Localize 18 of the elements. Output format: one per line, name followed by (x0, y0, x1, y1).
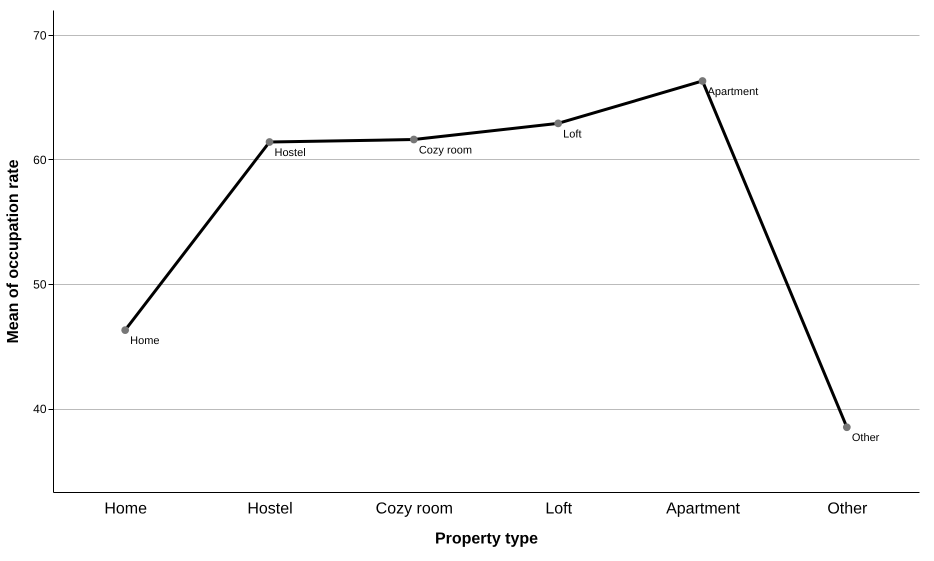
annotation: Hostel (274, 147, 306, 160)
x-tick-label: Hostel (247, 500, 293, 518)
annotation: Apartment (708, 86, 758, 98)
y-tick-label: 40 (33, 402, 47, 416)
annotation: Other (852, 432, 880, 444)
annotation: Cozy room (418, 144, 472, 157)
y-axis-title: Mean of occupation rate (5, 159, 22, 344)
annotation: Home (130, 335, 160, 348)
x-axis-title: Property type (434, 530, 538, 548)
y-tick-label: 50 (33, 278, 47, 292)
x-tick-label: Other (827, 500, 868, 518)
y-tick-label: 60 (33, 152, 47, 167)
y-tick-label: 70 (33, 28, 47, 42)
x-tick-label: Apartment (666, 500, 740, 518)
annotation: Loft (563, 128, 582, 140)
x-tick-label: Cozy room (376, 500, 454, 518)
x-tick-label: Home (104, 500, 148, 518)
x-tick-label: Loft (545, 500, 573, 518)
